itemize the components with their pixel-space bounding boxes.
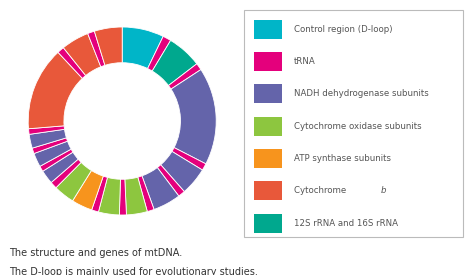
Wedge shape xyxy=(34,141,71,166)
Bar xyxy=(254,84,282,103)
Wedge shape xyxy=(92,176,108,212)
Wedge shape xyxy=(172,148,206,170)
Wedge shape xyxy=(148,36,171,71)
Wedge shape xyxy=(125,177,147,215)
Wedge shape xyxy=(88,31,105,67)
Text: NADH dehydrogenase subunits: NADH dehydrogenase subunits xyxy=(294,89,429,98)
Wedge shape xyxy=(51,159,81,188)
Bar xyxy=(254,20,282,38)
Wedge shape xyxy=(157,165,184,196)
Text: b: b xyxy=(381,186,386,195)
Wedge shape xyxy=(168,64,201,89)
Wedge shape xyxy=(161,152,203,192)
Text: ATP synthase subunits: ATP synthase subunits xyxy=(294,154,391,163)
Bar xyxy=(254,214,282,233)
Wedge shape xyxy=(58,48,86,78)
Wedge shape xyxy=(138,176,154,211)
Wedge shape xyxy=(29,126,64,134)
Wedge shape xyxy=(98,177,120,215)
Text: Cytochrome oxidase subunits: Cytochrome oxidase subunits xyxy=(294,122,422,131)
Wedge shape xyxy=(152,40,197,86)
Bar xyxy=(254,149,282,168)
Text: The D-loop is mainly used for evolutionary studies.: The D-loop is mainly used for evolutiona… xyxy=(9,267,258,275)
Text: The structure and genes of mtDNA.: The structure and genes of mtDNA. xyxy=(9,248,183,257)
Wedge shape xyxy=(94,27,122,65)
Text: Cytochrome: Cytochrome xyxy=(294,186,349,195)
Text: tRNA: tRNA xyxy=(294,57,315,66)
Wedge shape xyxy=(28,52,82,129)
Text: Control region (D-loop): Control region (D-loop) xyxy=(294,25,392,34)
Wedge shape xyxy=(72,170,103,210)
Wedge shape xyxy=(142,167,179,210)
Wedge shape xyxy=(43,152,78,183)
Wedge shape xyxy=(119,179,126,215)
Wedge shape xyxy=(171,70,216,164)
FancyBboxPatch shape xyxy=(244,10,463,237)
Bar xyxy=(254,181,282,200)
Text: 12S rRNA and 16S rRNA: 12S rRNA and 16S rRNA xyxy=(294,219,398,228)
Bar xyxy=(254,117,282,136)
Bar xyxy=(254,52,282,71)
Wedge shape xyxy=(32,138,68,153)
Wedge shape xyxy=(56,162,92,201)
Wedge shape xyxy=(40,149,73,171)
Wedge shape xyxy=(29,129,66,148)
Wedge shape xyxy=(122,27,163,68)
Wedge shape xyxy=(63,34,101,76)
